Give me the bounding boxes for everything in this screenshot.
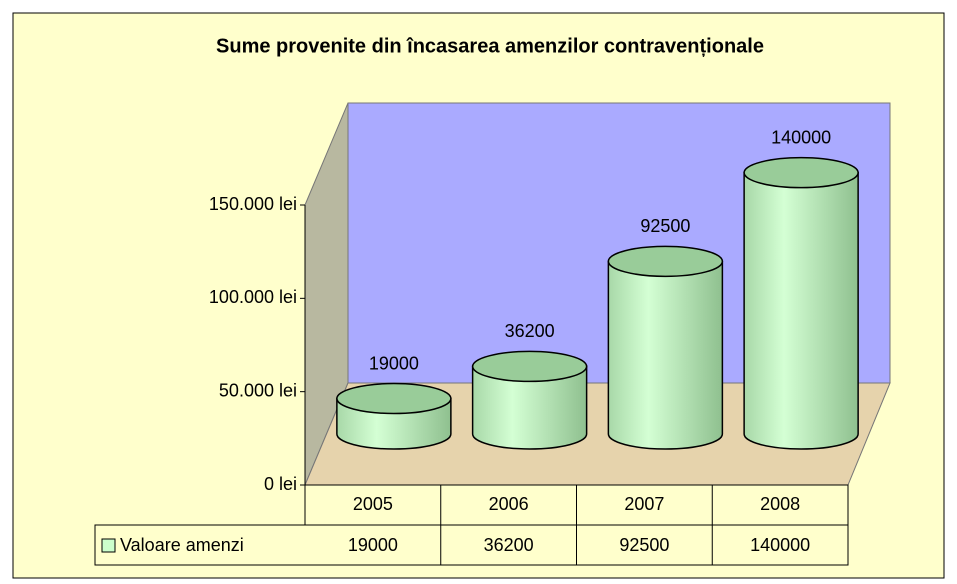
- table-value: 140000: [750, 535, 810, 555]
- x-tick-label: 2007: [624, 494, 664, 514]
- legend-label: Valoare amenzi: [120, 535, 244, 555]
- y-tick-label: 50.000 lei: [219, 380, 297, 400]
- x-tick-label: 2005: [353, 494, 393, 514]
- y-tick-label: 100.000 lei: [209, 287, 297, 307]
- x-tick-label: 2006: [489, 494, 529, 514]
- table-value: 19000: [348, 535, 398, 555]
- cylinder: [471, 365, 588, 450]
- value-label: 19000: [369, 353, 419, 373]
- cylinder-top: [607, 245, 724, 278]
- value-label: 92500: [640, 216, 690, 236]
- value-label: 36200: [505, 321, 555, 341]
- cylinder: [607, 260, 724, 450]
- chart-title: Sume provenite din încasarea amenzilor c…: [216, 35, 764, 57]
- legend-key: [101, 538, 116, 553]
- y-tick-label: 0 lei: [264, 474, 297, 494]
- cylinder-top: [471, 350, 588, 383]
- value-label: 140000: [771, 127, 831, 147]
- cylinder: [743, 171, 859, 450]
- y-tick-label: 150.000 lei: [209, 194, 297, 214]
- cylinder-top: [743, 156, 859, 189]
- cylinder-top: [336, 382, 452, 415]
- table-value: 36200: [484, 535, 534, 555]
- table-value: 92500: [619, 535, 669, 555]
- x-tick-label: 2008: [760, 494, 800, 514]
